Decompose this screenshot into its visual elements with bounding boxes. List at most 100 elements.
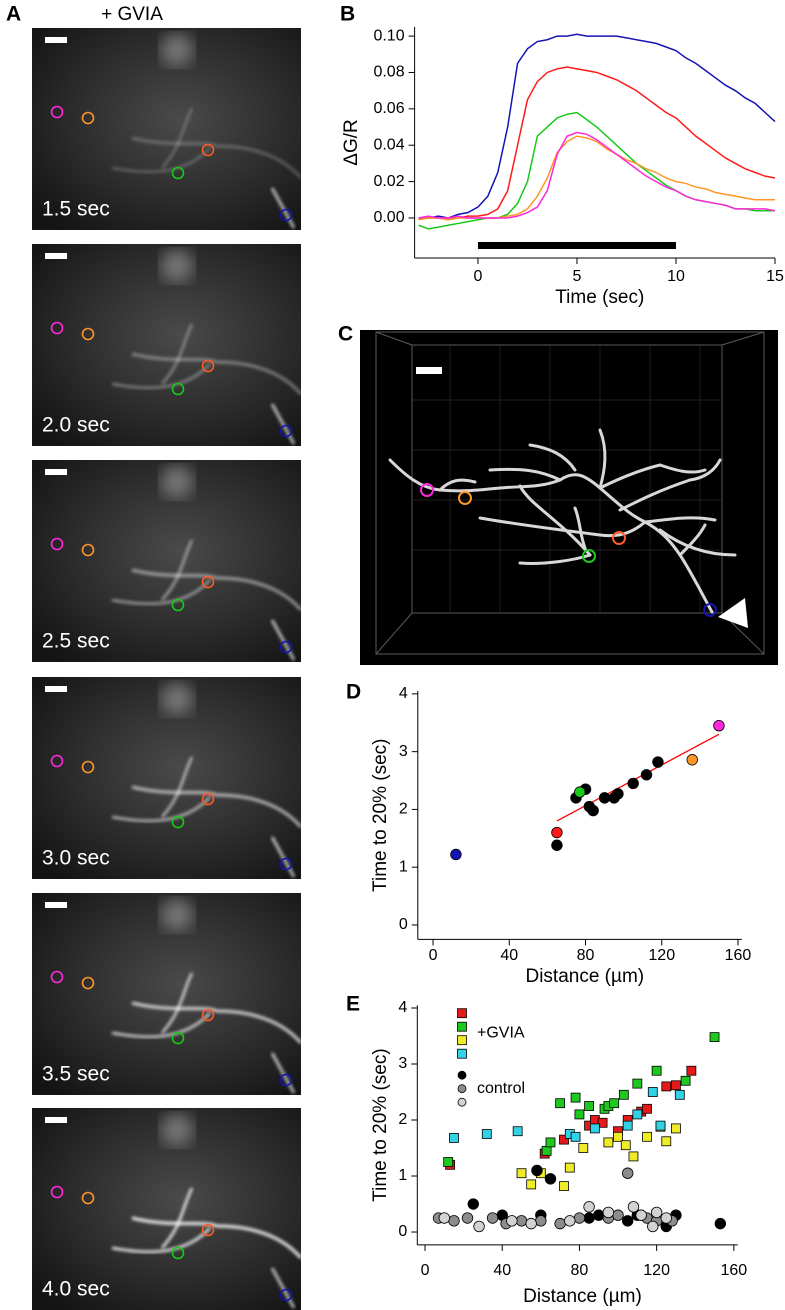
x-tick-label: 10 (667, 268, 685, 285)
scale-bar (45, 902, 67, 908)
data-point (448, 1215, 460, 1227)
roi-marker (171, 382, 185, 396)
x-tick-label: 0 (429, 947, 438, 964)
x-tick-label: 120 (648, 947, 675, 964)
y-tick-label: 2 (398, 1111, 407, 1128)
legend-swatch (457, 1021, 467, 1032)
legend-label: +GVIA (477, 1025, 525, 1042)
frame-time-label: 4.0 sec (42, 1278, 110, 1301)
data-point (640, 769, 653, 781)
soma-glow (161, 250, 193, 282)
x-tick-label: 80 (577, 947, 595, 964)
data-point (650, 1206, 663, 1219)
dendrite (270, 1052, 296, 1094)
image-frame: 4.0 sec (32, 1108, 303, 1310)
data-point (525, 1217, 537, 1230)
roi-marker (279, 857, 293, 871)
data-point (602, 1206, 615, 1219)
soma-glow (161, 899, 193, 931)
legend-swatch (457, 1084, 467, 1094)
dendrite (111, 1012, 211, 1039)
roi-marker (201, 359, 215, 373)
panel-letter: D (346, 681, 361, 704)
data-point (443, 1157, 454, 1167)
dendrite (131, 1216, 303, 1259)
roi-marker (171, 815, 185, 829)
data-point (512, 1126, 523, 1137)
legend-swatch (457, 1097, 467, 1107)
legend-swatch (457, 1035, 467, 1046)
panel-letter: B (340, 3, 355, 26)
dendrite (111, 147, 211, 174)
image-frame: 2.0 sec (32, 244, 303, 446)
data-point (621, 1215, 634, 1227)
panel-letter: C (338, 323, 353, 346)
data-point (486, 1212, 499, 1224)
data-point (686, 1065, 697, 1076)
scale-bar (45, 686, 67, 692)
data-point (438, 1212, 451, 1224)
data-line (418, 33, 776, 219)
x-tick-label: 40 (500, 947, 518, 964)
roi-marker (81, 543, 95, 557)
x-tick-label: 80 (571, 1262, 589, 1279)
data-point (661, 1136, 672, 1147)
data-point (515, 1215, 528, 1227)
roi-marker (171, 166, 185, 180)
y-tick-label: 0.00 (373, 209, 404, 226)
scale-bar (45, 469, 67, 475)
dendrite (161, 323, 194, 385)
data-point (593, 1209, 605, 1221)
data-point (612, 788, 624, 800)
x-axis-label: Distance (µm) (525, 966, 644, 987)
frame-time-label: 3.5 sec (42, 1063, 110, 1086)
x-tick-label: 160 (725, 947, 752, 964)
image-frame: 3.0 sec (32, 677, 303, 879)
soma-glow (161, 466, 193, 498)
data-point (642, 1103, 652, 1114)
dendrite (131, 1001, 303, 1044)
frame-time-label: 2.5 sec (42, 630, 110, 653)
data-point (674, 1089, 685, 1100)
data-point (570, 1131, 581, 1142)
dendrite (270, 836, 296, 878)
image-frame: 3.5 sec (32, 893, 303, 1095)
soma-glow (161, 34, 193, 66)
dendrite (111, 1227, 211, 1254)
data-point (450, 848, 462, 861)
dendrite (131, 352, 303, 395)
y-tick-label: 0 (399, 916, 408, 933)
image-frame: 1.5 sec (32, 28, 303, 230)
data-point (655, 1120, 666, 1131)
data-point (632, 1078, 643, 1089)
roi-marker (201, 792, 215, 806)
data-point (541, 1145, 552, 1156)
roi-marker (50, 321, 64, 335)
panel-a-title: + GVIA (101, 4, 163, 25)
roi-marker (50, 105, 64, 119)
scale-bar (45, 37, 67, 43)
data-point (622, 1120, 633, 1131)
data-point (551, 826, 563, 839)
data-line (418, 111, 775, 230)
data-point (473, 1220, 485, 1233)
data-point (627, 1201, 640, 1213)
data-point (612, 1209, 624, 1221)
dendrite (270, 403, 296, 445)
data-point (531, 1164, 543, 1177)
dendrite (270, 187, 296, 229)
roi-marker (279, 208, 293, 222)
x-tick-label: 160 (720, 1262, 747, 1279)
data-point (618, 1089, 629, 1100)
data-point (598, 792, 611, 804)
data-point (559, 1134, 569, 1145)
dendrite (161, 1187, 194, 1249)
data-point (709, 1032, 720, 1043)
data-point (609, 1098, 620, 1109)
dendrite (270, 1267, 296, 1309)
data-point (583, 1212, 595, 1224)
frame-time-label: 2.0 sec (42, 414, 110, 437)
